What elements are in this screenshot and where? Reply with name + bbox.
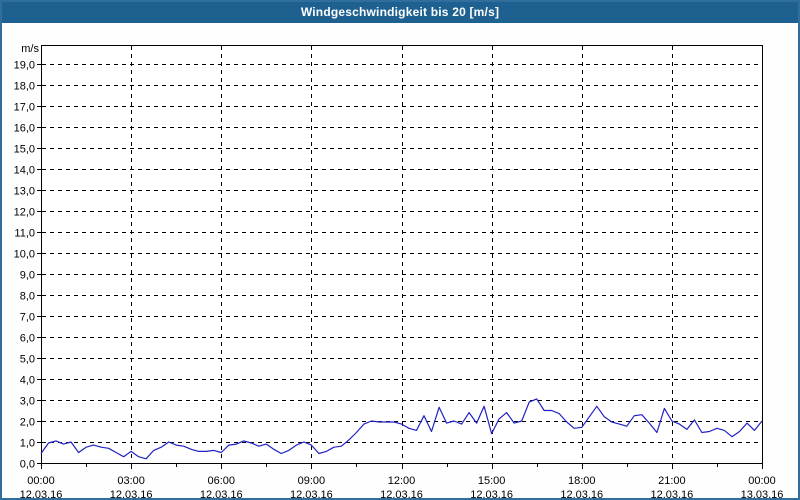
y-tick-label: 4,0 bbox=[20, 375, 35, 387]
x-tick-date-label: 12.03.16 bbox=[380, 489, 423, 500]
y-tick-label: 0,0 bbox=[20, 459, 35, 471]
y-tick-label: 13,0 bbox=[14, 186, 35, 198]
chart-title: Windgeschwindigkeit bis 20 [m/s] bbox=[2, 2, 798, 23]
x-tick-time-label: 03:00 bbox=[117, 475, 145, 487]
y-tick-label: 10,0 bbox=[14, 249, 35, 261]
x-tick-date-label: 12.03.16 bbox=[650, 489, 693, 500]
y-axis-unit-label: m/s bbox=[21, 43, 39, 55]
y-tick-label: 17,0 bbox=[14, 102, 35, 114]
wind-speed-line bbox=[40, 398, 763, 460]
y-tick-label: 19,0 bbox=[14, 60, 35, 72]
y-tick-label: 2,0 bbox=[20, 417, 35, 429]
x-tick-time-label: 00:00 bbox=[748, 475, 776, 487]
x-tick-time-label: 21:00 bbox=[658, 475, 686, 487]
y-tick-label: 5,0 bbox=[20, 354, 35, 366]
x-tick-date-label: 12.03.16 bbox=[560, 489, 603, 500]
x-tick-date-label: 12.03.16 bbox=[200, 489, 243, 500]
y-tick-label: 12,0 bbox=[14, 207, 35, 219]
x-tick-time-label: 18:00 bbox=[568, 475, 596, 487]
y-tick-label: 6,0 bbox=[20, 333, 35, 345]
x-tick-time-label: 12:00 bbox=[388, 475, 416, 487]
x-tick-date-label: 12.03.16 bbox=[110, 489, 153, 500]
x-tick-date-label: 12.03.16 bbox=[470, 489, 513, 500]
x-tick-time-label: 06:00 bbox=[207, 475, 235, 487]
x-tick-date-label: 12.03.16 bbox=[20, 489, 63, 500]
x-tick-time-label: 00:00 bbox=[27, 475, 55, 487]
y-tick-label: 14,0 bbox=[14, 165, 35, 177]
x-tick-time-label: 15:00 bbox=[478, 475, 506, 487]
y-tick-label: 9,0 bbox=[20, 270, 35, 282]
y-tick-label: 3,0 bbox=[20, 396, 35, 408]
x-tick-date-label: 13.03.16 bbox=[741, 489, 784, 500]
x-tick-time-label: 09:00 bbox=[298, 475, 326, 487]
y-tick-label: 18,0 bbox=[14, 81, 35, 93]
y-tick-label: 15,0 bbox=[14, 144, 35, 156]
x-tick-date-label: 12.03.16 bbox=[290, 489, 333, 500]
y-tick-label: 8,0 bbox=[20, 291, 35, 303]
y-tick-label: 16,0 bbox=[14, 123, 35, 135]
y-tick-label: 11,0 bbox=[14, 228, 35, 240]
y-tick-label: 7,0 bbox=[20, 312, 35, 324]
y-tick-label: 1,0 bbox=[20, 438, 35, 450]
